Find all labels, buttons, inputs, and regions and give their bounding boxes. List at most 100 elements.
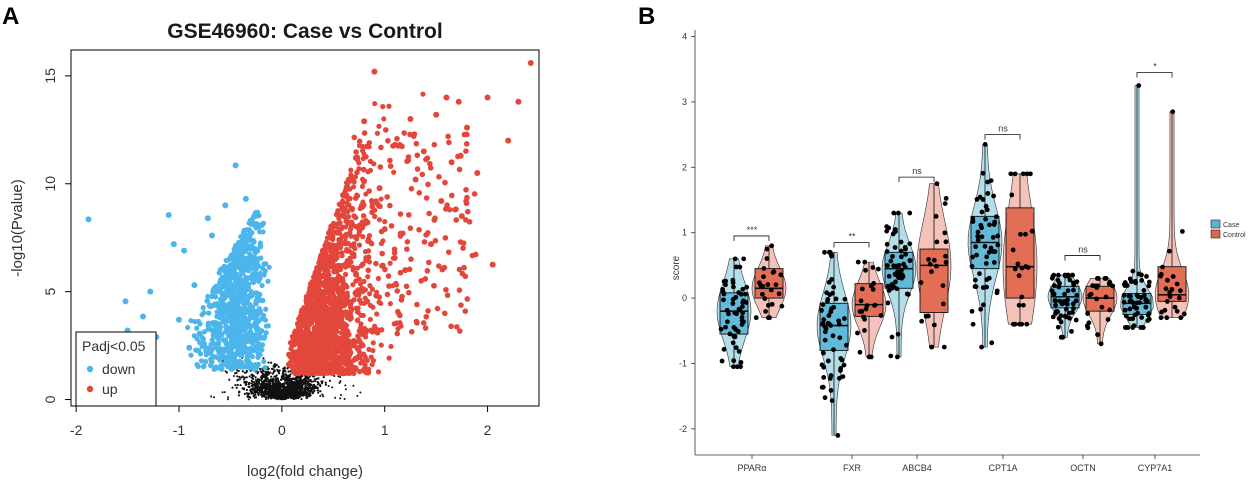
down-point (226, 308, 232, 314)
ns-point (267, 386, 270, 389)
ns-point (260, 375, 263, 378)
case-jitter-point (1136, 83, 1142, 88)
box-group: *** (716, 225, 787, 370)
legend-down-marker (86, 365, 94, 373)
case-jitter-point (822, 249, 827, 255)
ns-point (272, 384, 275, 387)
up-point (484, 94, 491, 101)
case-jitter-point (734, 364, 740, 370)
case-jitter-point (836, 321, 842, 327)
up-point (416, 190, 423, 196)
down-point (217, 279, 224, 286)
ns-point (292, 397, 295, 401)
up-point (341, 297, 348, 303)
down-point (257, 330, 263, 336)
case-jitter-point (902, 264, 908, 270)
up-point (343, 208, 349, 214)
ns-point (286, 385, 289, 388)
up-point (342, 337, 348, 343)
ns-point (291, 377, 295, 380)
up-point (339, 252, 345, 259)
down-point (212, 294, 219, 300)
ns-point (282, 394, 285, 397)
case-jitter-point (842, 316, 847, 321)
up-point (344, 309, 350, 315)
control-jitter-point (778, 272, 784, 278)
ns-point (238, 390, 241, 393)
category-label: PPARα (737, 463, 766, 473)
down-point (240, 270, 246, 277)
case-jitter-point (1063, 306, 1069, 312)
up-point (360, 234, 366, 240)
up-point (371, 68, 378, 75)
ns-point (278, 388, 281, 391)
down-point (229, 334, 235, 340)
down-point (211, 366, 217, 372)
down-point (247, 336, 254, 342)
down-point (209, 337, 215, 343)
down-point (257, 309, 263, 315)
up-point (330, 288, 336, 294)
control-jitter-point (872, 302, 878, 308)
control-jitter-point (1107, 307, 1113, 313)
control-jitter-point (765, 302, 771, 308)
case-jitter-point (828, 323, 834, 328)
case-jitter-point (1130, 268, 1136, 274)
down-point (199, 312, 205, 318)
ns-point (225, 371, 229, 374)
case-jitter-point (1135, 294, 1141, 299)
up-point (311, 342, 318, 348)
ns-point (249, 396, 252, 399)
case-jitter-point (826, 249, 832, 255)
ns-point (271, 379, 274, 383)
down-point (234, 285, 240, 291)
control-jitter-point (1009, 192, 1015, 198)
control-jitter-point (1105, 317, 1111, 322)
down-point (239, 343, 245, 349)
case-jitter-point (1062, 291, 1067, 297)
ns-point (286, 383, 289, 386)
significance-label: ns (1078, 245, 1088, 255)
ns-point (283, 379, 287, 382)
down-point (252, 270, 259, 276)
case-jitter-point (975, 229, 981, 235)
ns-point (265, 396, 268, 399)
control-jitter-point (1020, 171, 1026, 177)
up-point (381, 226, 388, 233)
down-point (244, 346, 250, 353)
up-point (433, 111, 440, 118)
control-jitter-point (1024, 321, 1030, 327)
up-point (365, 248, 372, 254)
case-jitter-point (903, 246, 908, 252)
significance-label: * (1153, 62, 1157, 72)
down-point (147, 288, 154, 295)
case-jitter-point (1053, 310, 1059, 316)
up-point (442, 179, 448, 186)
case-jitter-point (1053, 302, 1058, 308)
up-point (331, 278, 338, 284)
ns-point (296, 384, 300, 387)
up-point (325, 230, 332, 236)
legend-control-label: Control (1223, 232, 1246, 239)
up-point (393, 320, 400, 326)
y-tick-label: 0 (42, 395, 58, 403)
up-point (474, 169, 481, 176)
down-point (231, 266, 237, 272)
up-point (393, 280, 399, 286)
up-point (311, 360, 317, 366)
down-point (231, 311, 237, 317)
up-point (368, 240, 375, 247)
ns-point (236, 383, 239, 387)
down-point (229, 252, 235, 258)
ns-point (251, 392, 255, 395)
up-point (425, 308, 431, 314)
up-point (338, 309, 345, 315)
ns-point (294, 376, 298, 379)
up-point (458, 302, 464, 308)
control-jitter-point (1096, 276, 1101, 281)
up-point (336, 335, 342, 342)
case-jitter-point (838, 366, 844, 371)
up-point (328, 252, 335, 258)
up-point (325, 333, 332, 339)
down-point (188, 352, 194, 358)
